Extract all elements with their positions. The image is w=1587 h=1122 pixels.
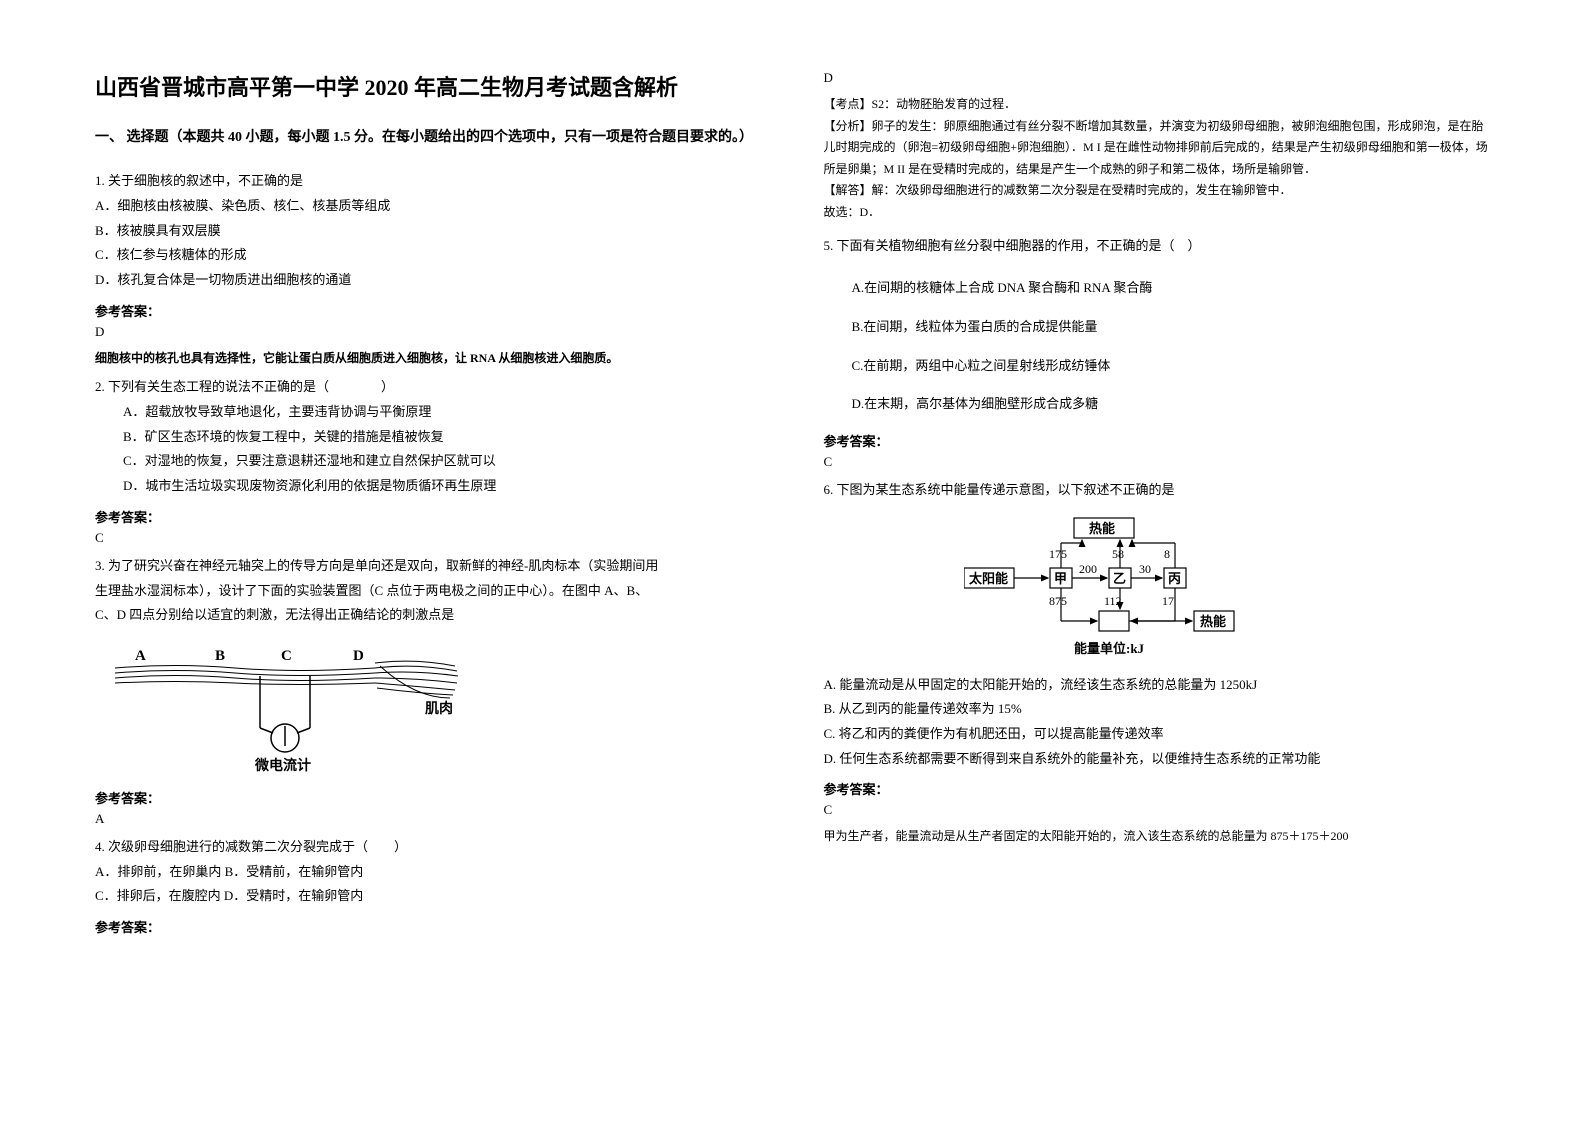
q6-answer: C bbox=[824, 802, 1493, 818]
question-5: 5. 下面有关植物细胞有丝分裂中细胞器的作用，不正确的是（ ） A.在间期的核糖… bbox=[824, 234, 1493, 417]
q2-answer-label: 参考答案： bbox=[95, 507, 764, 526]
q1-option-d: D．核孔复合体是一切物质进出细胞核的通道 bbox=[95, 268, 764, 293]
q1-option-b: B．核被膜具有双层膜 bbox=[95, 219, 764, 244]
section-header: 一、 选择题（本题共 40 小题，每小题 1.5 分。在每小题给出的四个选项中，… bbox=[95, 127, 764, 149]
q5-option-b: B.在间期，线粒体为蛋白质的合成提供能量 bbox=[852, 315, 1493, 340]
svg-text:乙: 乙 bbox=[1113, 571, 1126, 586]
q5-answer: C bbox=[824, 454, 1493, 470]
svg-text:热能: 热能 bbox=[1200, 614, 1226, 629]
energy-diagram: 热能 太阳能 甲 乙 丙 热能 bbox=[964, 513, 1224, 663]
svg-text:甲: 甲 bbox=[1054, 571, 1067, 586]
q5-answer-label: 参考答案： bbox=[824, 431, 1493, 450]
svg-text:175: 175 bbox=[1049, 547, 1067, 561]
q2-option-b: B．矿区生态环境的恢复工程中，关键的措施是植被恢复 bbox=[123, 425, 764, 450]
svg-text:丙: 丙 bbox=[1168, 571, 1181, 586]
question-3: 3. 为了研究兴奋在神经元轴突上的传导方向是单向还是双向，取新鲜的神经-肌肉标本… bbox=[95, 554, 764, 628]
svg-text:太阳能: 太阳能 bbox=[968, 571, 1008, 586]
q4-answer-label: 参考答案： bbox=[95, 917, 764, 936]
q4-conclusion: 故选：D． bbox=[824, 202, 1493, 224]
q5-option-d: D.在末期，高尔基体为细胞壁形成合成多糖 bbox=[852, 392, 1493, 417]
q4-option-ab: A．排卵前，在卵巢内 B．受精前，在输卵管内 bbox=[95, 860, 764, 885]
label-a: A bbox=[135, 648, 146, 664]
q6-option-d: D. 任何生态系统都需要不断得到来自系统外的能量补充，以便维持生态系统的正常功能 bbox=[824, 747, 1493, 772]
svg-text:能量单位:kJ: 能量单位:kJ bbox=[1074, 641, 1145, 656]
q4-answer: D bbox=[824, 70, 1493, 86]
q6-option-a: A. 能量流动是从甲固定的太阳能开始的，流经该生态系统的总能量为 1250kJ bbox=[824, 673, 1493, 698]
q2-option-a: A．超载放牧导致草地退化，主要违背协调与平衡原理 bbox=[123, 400, 764, 425]
q4-solution: 【解答】解：次级卵母细胞进行的减数第二次分裂是在受精时完成的，发生在输卵管中． bbox=[824, 180, 1493, 202]
q3-stem-3: C、D 四点分别给以适宜的刺激，无法得出正确结论的刺激点是 bbox=[95, 603, 764, 628]
q1-option-a: A．细胞核由核被膜、染色质、核仁、核基质等组成 bbox=[95, 194, 764, 219]
svg-text:875: 875 bbox=[1049, 594, 1067, 608]
question-4: 4. 次级卵母细胞进行的减数第二次分裂完成于（ ） A．排卵前，在卵巢内 B．受… bbox=[95, 835, 764, 909]
q6-option-b: B. 从乙到丙的能量传递效率为 15% bbox=[824, 697, 1493, 722]
question-1: 1. 关于细胞核的叙述中，不正确的是 A．细胞核由核被膜、染色质、核仁、核基质等… bbox=[95, 169, 764, 292]
q1-answer-label: 参考答案： bbox=[95, 301, 764, 320]
q5-option-c: C.在前期，两组中心粒之间星射线形成纺锤体 bbox=[852, 354, 1493, 379]
question-2: 2. 下列有关生态工程的说法不正确的是（ ） A．超载放牧导致草地退化，主要违背… bbox=[95, 375, 764, 498]
svg-text:30: 30 bbox=[1139, 562, 1151, 576]
left-column: 山西省晋城市高平第一中学 2020 年高二生物月考试题含解析 一、 选择题（本题… bbox=[95, 70, 764, 1052]
q6-explanation: 甲为生产者，能量流动是从生产者固定的太阳能开始的，流入该生态系统的总能量为 87… bbox=[824, 826, 1493, 848]
q3-answer: A bbox=[95, 811, 764, 827]
q2-option-c: C．对湿地的恢复，只要注意退耕还湿地和建立自然保护区就可以 bbox=[123, 449, 764, 474]
q4-stem: 4. 次级卵母细胞进行的减数第二次分裂完成于（ ） bbox=[95, 835, 764, 860]
right-column: D 【考点】S2：动物胚胎发育的过程． 【分析】卵子的发生：卵原细胞通过有丝分裂… bbox=[824, 70, 1493, 1052]
label-c: C bbox=[281, 648, 292, 664]
svg-text:热能: 热能 bbox=[1089, 521, 1115, 536]
q4-topic: 【考点】S2：动物胚胎发育的过程． bbox=[824, 94, 1493, 116]
svg-text:8: 8 bbox=[1164, 547, 1170, 561]
q3-stem-2: 生理盐水湿润标本），设计了下面的实验装置图（C 点位于两电极之间的正中心）。在图… bbox=[95, 579, 764, 604]
q1-option-c: C．核仁参与核糖体的形成 bbox=[95, 243, 764, 268]
q2-answer: C bbox=[95, 530, 764, 546]
q3-stem-1: 3. 为了研究兴奋在神经元轴突上的传导方向是单向还是双向，取新鲜的神经-肌肉标本… bbox=[95, 554, 764, 579]
q2-option-d: D．城市生活垃圾实现废物资源化利用的依据是物质循环再生原理 bbox=[123, 474, 764, 499]
q3-answer-label: 参考答案： bbox=[95, 788, 764, 807]
q5-option-a: A.在间期的核糖体上合成 DNA 聚合酶和 RNA 聚合酶 bbox=[852, 276, 1493, 301]
svg-text:58: 58 bbox=[1112, 547, 1124, 561]
svg-text:17: 17 bbox=[1162, 594, 1174, 608]
q4-option-cd: C．排卵后，在腹腔内 D．受精时，在输卵管内 bbox=[95, 884, 764, 909]
q2-stem: 2. 下列有关生态工程的说法不正确的是（ ） bbox=[95, 375, 764, 400]
q6-options: A. 能量流动是从甲固定的太阳能开始的，流经该生态系统的总能量为 1250kJ … bbox=[824, 673, 1493, 772]
neuron-diagram: A B C D 肌肉 微电流计 bbox=[95, 638, 475, 778]
q1-stem: 1. 关于细胞核的叙述中，不正确的是 bbox=[95, 169, 764, 194]
exam-title: 山西省晋城市高平第一中学 2020 年高二生物月考试题含解析 bbox=[95, 70, 764, 102]
svg-text:200: 200 bbox=[1079, 562, 1097, 576]
q4-analysis: 【分析】卵子的发生：卵原细胞通过有丝分裂不断增加其数量，并演变为初级卵母细胞，被… bbox=[824, 116, 1493, 181]
label-b: B bbox=[215, 648, 225, 664]
q6-answer-label: 参考答案： bbox=[824, 779, 1493, 798]
q6-stem: 6. 下图为某生态系统中能量传递示意图，以下叙述不正确的是 bbox=[824, 478, 1493, 503]
q1-explanation: 细胞核中的核孔也具有选择性，它能让蛋白质从细胞质进入细胞核，让 RNA 从细胞核… bbox=[95, 348, 764, 370]
q1-answer: D bbox=[95, 324, 764, 340]
svg-text:112: 112 bbox=[1104, 594, 1122, 608]
label-muscle: 肌肉 bbox=[425, 700, 453, 717]
q6-option-c: C. 将乙和丙的粪便作为有机肥还田，可以提高能量传递效率 bbox=[824, 722, 1493, 747]
label-d: D bbox=[353, 648, 364, 664]
q5-stem: 5. 下面有关植物细胞有丝分裂中细胞器的作用，不正确的是（ ） bbox=[824, 234, 1493, 259]
label-meter: 微电流计 bbox=[254, 757, 311, 774]
question-6: 6. 下图为某生态系统中能量传递示意图，以下叙述不正确的是 bbox=[824, 478, 1493, 503]
